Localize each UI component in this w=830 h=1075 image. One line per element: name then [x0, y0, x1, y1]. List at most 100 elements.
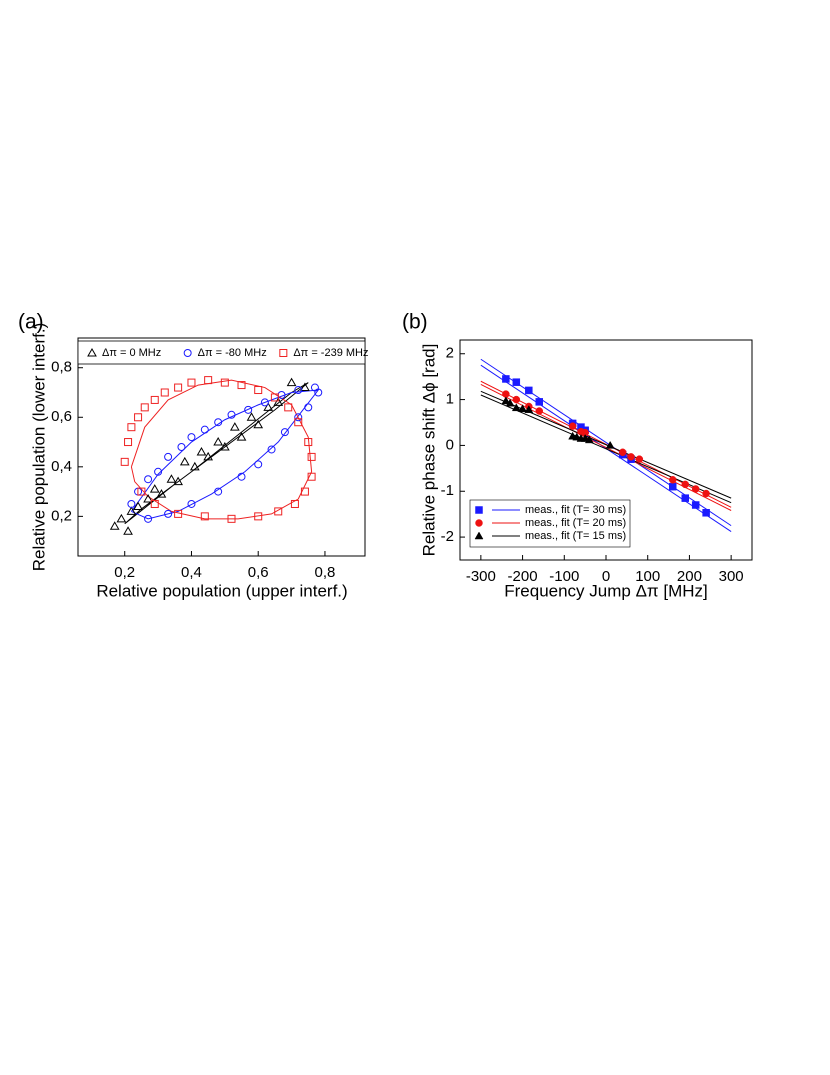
marker-square — [137, 487, 146, 496]
x-tick-label: -100 — [549, 568, 579, 585]
marker-square — [237, 381, 246, 390]
marker-circle — [200, 425, 209, 434]
x-tick-label: 0,8 — [315, 564, 336, 581]
marker-circle — [154, 467, 163, 476]
marker-triangle — [179, 456, 190, 466]
marker-circle — [535, 407, 544, 415]
marker-triangle — [263, 402, 274, 411]
panel-label: (a) — [18, 311, 44, 334]
marker-circle — [702, 489, 710, 498]
marker-triangle — [219, 441, 230, 451]
marker-square — [304, 438, 313, 447]
marker-triangle — [116, 513, 127, 523]
x-tick-label: 0 — [602, 568, 610, 585]
marker-circle — [280, 428, 289, 437]
marker-square — [220, 378, 229, 387]
marker-circle — [187, 433, 196, 442]
marker-triangle — [149, 484, 160, 493]
marker-square — [124, 438, 133, 447]
marker-circle — [237, 472, 246, 481]
fit-line — [130, 389, 320, 520]
marker-square — [270, 393, 279, 402]
plot-area — [480, 358, 732, 532]
y-tick-label: 0,2 — [51, 507, 72, 524]
marker-triangle — [203, 451, 214, 461]
plot-frame — [459, 339, 753, 561]
marker-triangle — [524, 405, 534, 413]
marker-square — [187, 378, 196, 387]
x-tick-label: 300 — [719, 568, 744, 585]
legend-label: meas., fit (T= 15 ms) — [525, 530, 626, 542]
marker-triangle — [501, 396, 511, 405]
x-axis-label: Frequency Jump Δπ [MHz] — [504, 581, 708, 600]
marker-square — [307, 472, 316, 481]
y-tick-label: 0 — [446, 436, 454, 453]
marker-triangle — [123, 526, 133, 535]
marker-square — [300, 487, 309, 496]
legend-label: Δπ = 0 MHz — [102, 347, 161, 359]
marker-square — [290, 499, 299, 508]
marker-circle — [668, 476, 677, 484]
marker-circle — [618, 448, 627, 457]
marker-square — [502, 375, 510, 383]
y-tick-label: 0,4 — [51, 458, 72, 475]
marker-square — [274, 507, 283, 516]
marker-circle — [294, 413, 303, 422]
marker-square — [254, 386, 263, 395]
y-axis-label: Relative population (lower interf.) — [29, 323, 48, 572]
marker-square — [200, 512, 209, 521]
marker-square — [681, 494, 690, 502]
marker-square — [174, 509, 183, 518]
marker-square — [134, 413, 143, 422]
y-tick-label: 2 — [446, 345, 454, 362]
marker-circle — [512, 395, 521, 404]
marker-square — [150, 395, 159, 404]
marker-triangle — [300, 382, 310, 392]
marker-circle — [681, 480, 690, 489]
marker-triangle — [133, 501, 143, 510]
marker-triangle — [474, 531, 484, 540]
marker-circle — [475, 519, 483, 527]
marker-triangle — [605, 440, 615, 449]
marker-circle — [164, 509, 173, 518]
fit-line — [480, 358, 732, 527]
marker-triangle — [511, 403, 521, 412]
legend-box — [77, 340, 366, 365]
x-tick-label: 0,2 — [114, 564, 135, 581]
marker-square — [160, 388, 169, 397]
marker-square — [294, 418, 303, 427]
legend-label: meas., fit (T= 30 ms) — [525, 504, 626, 516]
marker-circle — [144, 475, 153, 484]
marker-circle — [183, 349, 192, 357]
marker-triangle — [189, 461, 200, 471]
marker-triangle — [166, 474, 177, 483]
x-tick-label: -200 — [508, 568, 538, 585]
marker-circle — [627, 453, 635, 461]
marker-circle — [164, 452, 173, 461]
marker-triangle — [87, 347, 97, 357]
marker-triangle — [505, 398, 515, 407]
marker-square — [120, 457, 129, 466]
marker-square — [140, 403, 149, 412]
fit-line — [124, 382, 309, 525]
marker-square — [475, 506, 483, 514]
x-tick-label: -300 — [466, 568, 496, 585]
marker-circle — [214, 487, 223, 496]
y-axis-label: Relative phase shift Δϕ [rad] — [419, 344, 438, 557]
x-tick-label: 100 — [635, 568, 660, 585]
marker-triangle — [236, 432, 247, 441]
marker-triangle — [213, 437, 224, 446]
y-tick-label: -1 — [441, 482, 454, 499]
marker-triangle — [253, 419, 264, 429]
marker-square — [204, 376, 213, 385]
marker-circle — [635, 455, 644, 463]
marker-triangle — [143, 494, 153, 503]
marker-circle — [294, 386, 303, 395]
marker-circle — [568, 422, 577, 430]
fit-line — [480, 394, 732, 504]
marker-square — [127, 423, 136, 432]
marker-triangle — [109, 521, 120, 530]
legend-label: Δπ = -80 MHz — [198, 347, 267, 359]
y-tick-label: 1 — [446, 391, 454, 408]
marker-square — [702, 509, 710, 517]
